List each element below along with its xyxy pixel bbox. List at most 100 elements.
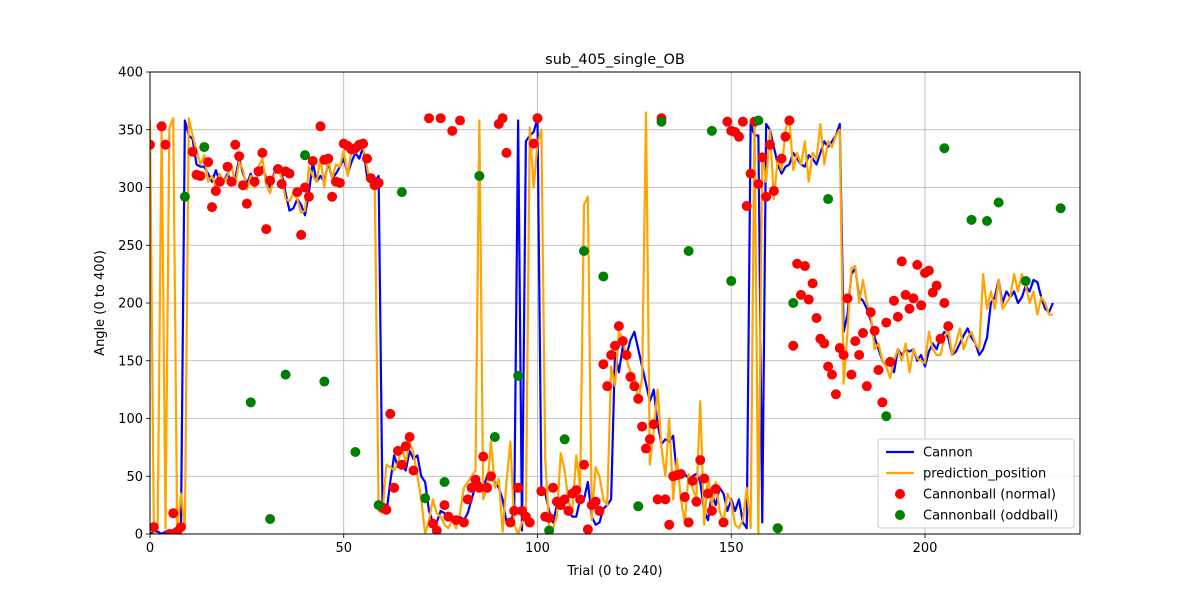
cannonball-normal-point [625,371,636,382]
cannonball-normal-point [652,494,663,505]
cannonball-normal-point [660,494,671,505]
cannonball-normal-point [253,166,264,177]
cannonball-oddball-point [420,493,431,504]
y-tick-label: 250 [118,239,143,254]
cannonball-oddball-point [1020,276,1031,287]
cannonball-normal-point [381,504,392,515]
cannonball-normal-point [621,349,632,360]
cannonball-normal-point [203,157,214,168]
cannonball-normal-point [234,151,245,162]
cannonball-normal-point [780,131,791,142]
cannonball-oddball-point [489,431,500,442]
cannonball-oddball-point [579,246,589,257]
cannonball-normal-point [404,431,415,442]
cannonball-normal-point [811,313,822,324]
cannonball-normal-point [606,349,617,360]
legend-swatch-marker [895,510,905,520]
cannonball-oddball-point [633,501,644,512]
cannonball-normal-point [939,298,950,308]
cannonball-normal-point [776,153,787,164]
cannonball-oddball-point [559,434,570,445]
cannonball-normal-point [644,434,655,445]
y-tick-label: 50 [126,470,143,485]
cannonball-normal-point [501,147,512,158]
cannonball-normal-point [323,153,334,164]
cannonball-normal-point [590,496,601,507]
cannonball-normal-point [842,293,853,304]
cannonball-normal-point [164,529,175,534]
cannonball-normal-point [272,164,283,175]
cannonball-normal-point [334,177,345,188]
cannonball-normal-point [559,494,570,505]
y-tick-label: 350 [118,123,143,138]
legend-swatch-marker [895,489,905,499]
cannonball-normal-point [838,349,849,360]
cannonball-normal-point [207,202,217,213]
cannonball-normal-point [408,465,419,476]
cannonball-normal-point [598,359,609,370]
cannonball-normal-point [710,483,721,494]
cannonball-normal-point [443,511,454,522]
cannonball-normal-point [303,191,314,202]
cannonball-normal-point [610,340,620,351]
cannonball-normal-point [226,176,237,187]
cannonball-normal-point [935,333,946,344]
cannonball-normal-point [439,500,450,511]
cannonball-normal-point [823,361,834,372]
cannonball-normal-point [307,155,318,166]
cannonball-normal-point [362,153,372,164]
cannonball-normal-point [284,168,295,179]
cannonball-normal-point [176,522,186,533]
cannonball-normal-point [796,289,806,300]
cannonball-normal-point [792,258,803,269]
cannonball-normal-point [699,473,710,484]
cannonball-oddball-point [656,116,667,127]
cannonball-normal-point [892,311,903,322]
cannonball-normal-point [768,185,779,196]
cannonball-normal-point [687,475,698,486]
cannonball-normal-point [931,280,942,291]
legend: Cannon prediction_position Cannonball (nor… [877,438,1075,529]
cannonball-normal-point [249,176,260,187]
cannonball-normal-point [150,139,155,150]
cannonball-oddball-point [396,187,407,198]
cannonball-normal-point [683,517,694,528]
cannonball-normal-point [602,381,613,392]
cannonball-normal-point [214,176,225,187]
legend-label: Cannon [923,446,973,461]
cannonball-normal-point [575,494,586,505]
cannonball-normal-point [765,139,775,150]
cannonball-normal-point [571,485,582,496]
cannonball-normal-point [896,256,907,267]
cannonball-normal-point [482,482,493,493]
cannonball-normal-point [861,381,872,392]
cannonball-oddball-point [373,500,384,511]
cannonball-normal-point [788,340,799,351]
cannonball-normal-point [532,113,543,124]
x-tick-label: 100 [525,541,550,556]
cannonball-normal-point [447,125,458,136]
cannonball-normal-point [230,139,241,150]
y-tick-label: 200 [118,297,143,312]
cannonball-normal-point [664,519,675,530]
cannonball-normal-point [675,468,686,479]
cannonball-normal-point [745,168,756,179]
cannonball-normal-point [400,441,411,452]
cannonball-normal-point [513,482,524,493]
cannonball-normal-point [916,300,927,311]
cannonball-oddball-point [881,411,892,422]
cannonball-normal-point [722,116,733,127]
legend-box [877,438,1075,529]
cannonball-normal-point [807,278,818,289]
cannonball-normal-point [327,191,338,202]
cannonball-oddball-point [199,142,210,153]
cannonball-normal-point [757,152,768,163]
cannonball-oddball-point [939,143,950,154]
y-axis-label: Angle (0 to 400) [93,250,108,356]
cannonball-normal-point [497,113,508,124]
legend-label: Cannonball (oddball) [923,509,1058,524]
cannonball-normal-point [424,113,434,124]
cannonball-normal-point [548,482,558,493]
cannonball-normal-point [462,494,473,505]
ticks: 0 50 100 150 200 0 50 100 150 200 250 300 350 400 [118,66,937,557]
